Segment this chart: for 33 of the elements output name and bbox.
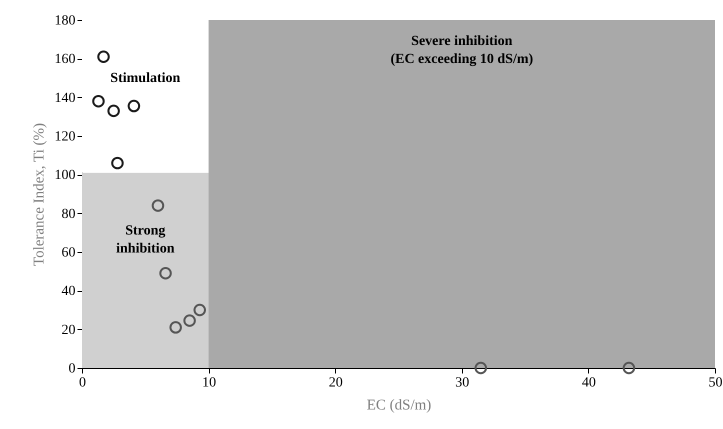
point [128, 100, 140, 112]
point [474, 362, 488, 374]
point [97, 50, 110, 63]
point [159, 267, 172, 280]
band-label: Stimulation [110, 71, 181, 86]
y-tick-label: 120 [54, 130, 76, 144]
y-tick-label: 60 [62, 246, 76, 260]
band-label: Strong inhibition [116, 224, 175, 257]
point [193, 304, 206, 316]
y-tick-label: 140 [54, 90, 76, 106]
x-tick-label: 40 [582, 376, 596, 390]
y-tick-label: 20 [62, 322, 76, 338]
x-tick-label: 20 [328, 376, 343, 390]
y-tick-label: 0 [68, 362, 76, 376]
point [622, 362, 636, 374]
y-tick-label: 160 [54, 52, 76, 68]
point [169, 321, 182, 334]
y-tick-label: 40 [62, 284, 76, 300]
y-tick-label: 180 [54, 14, 76, 28]
x-tick-label: 0 [79, 376, 86, 390]
point [111, 156, 124, 170]
point [107, 104, 120, 118]
band-label: Severe inhibition (EC exceeding 10 dS/m) [390, 34, 534, 67]
x-axis-title: EC (dS/m) [366, 398, 432, 414]
point [152, 199, 164, 212]
x-tick-label: 30 [455, 376, 470, 390]
y-tick-label: 80 [62, 206, 76, 222]
x-tick-label: 50 [708, 376, 722, 390]
point [92, 94, 105, 108]
y-axis-title: Tolerance Index, Ti (%) [32, 122, 48, 266]
x-tick-label: 10 [202, 376, 216, 390]
point [183, 314, 196, 327]
y-tick-label: 100 [54, 168, 76, 184]
